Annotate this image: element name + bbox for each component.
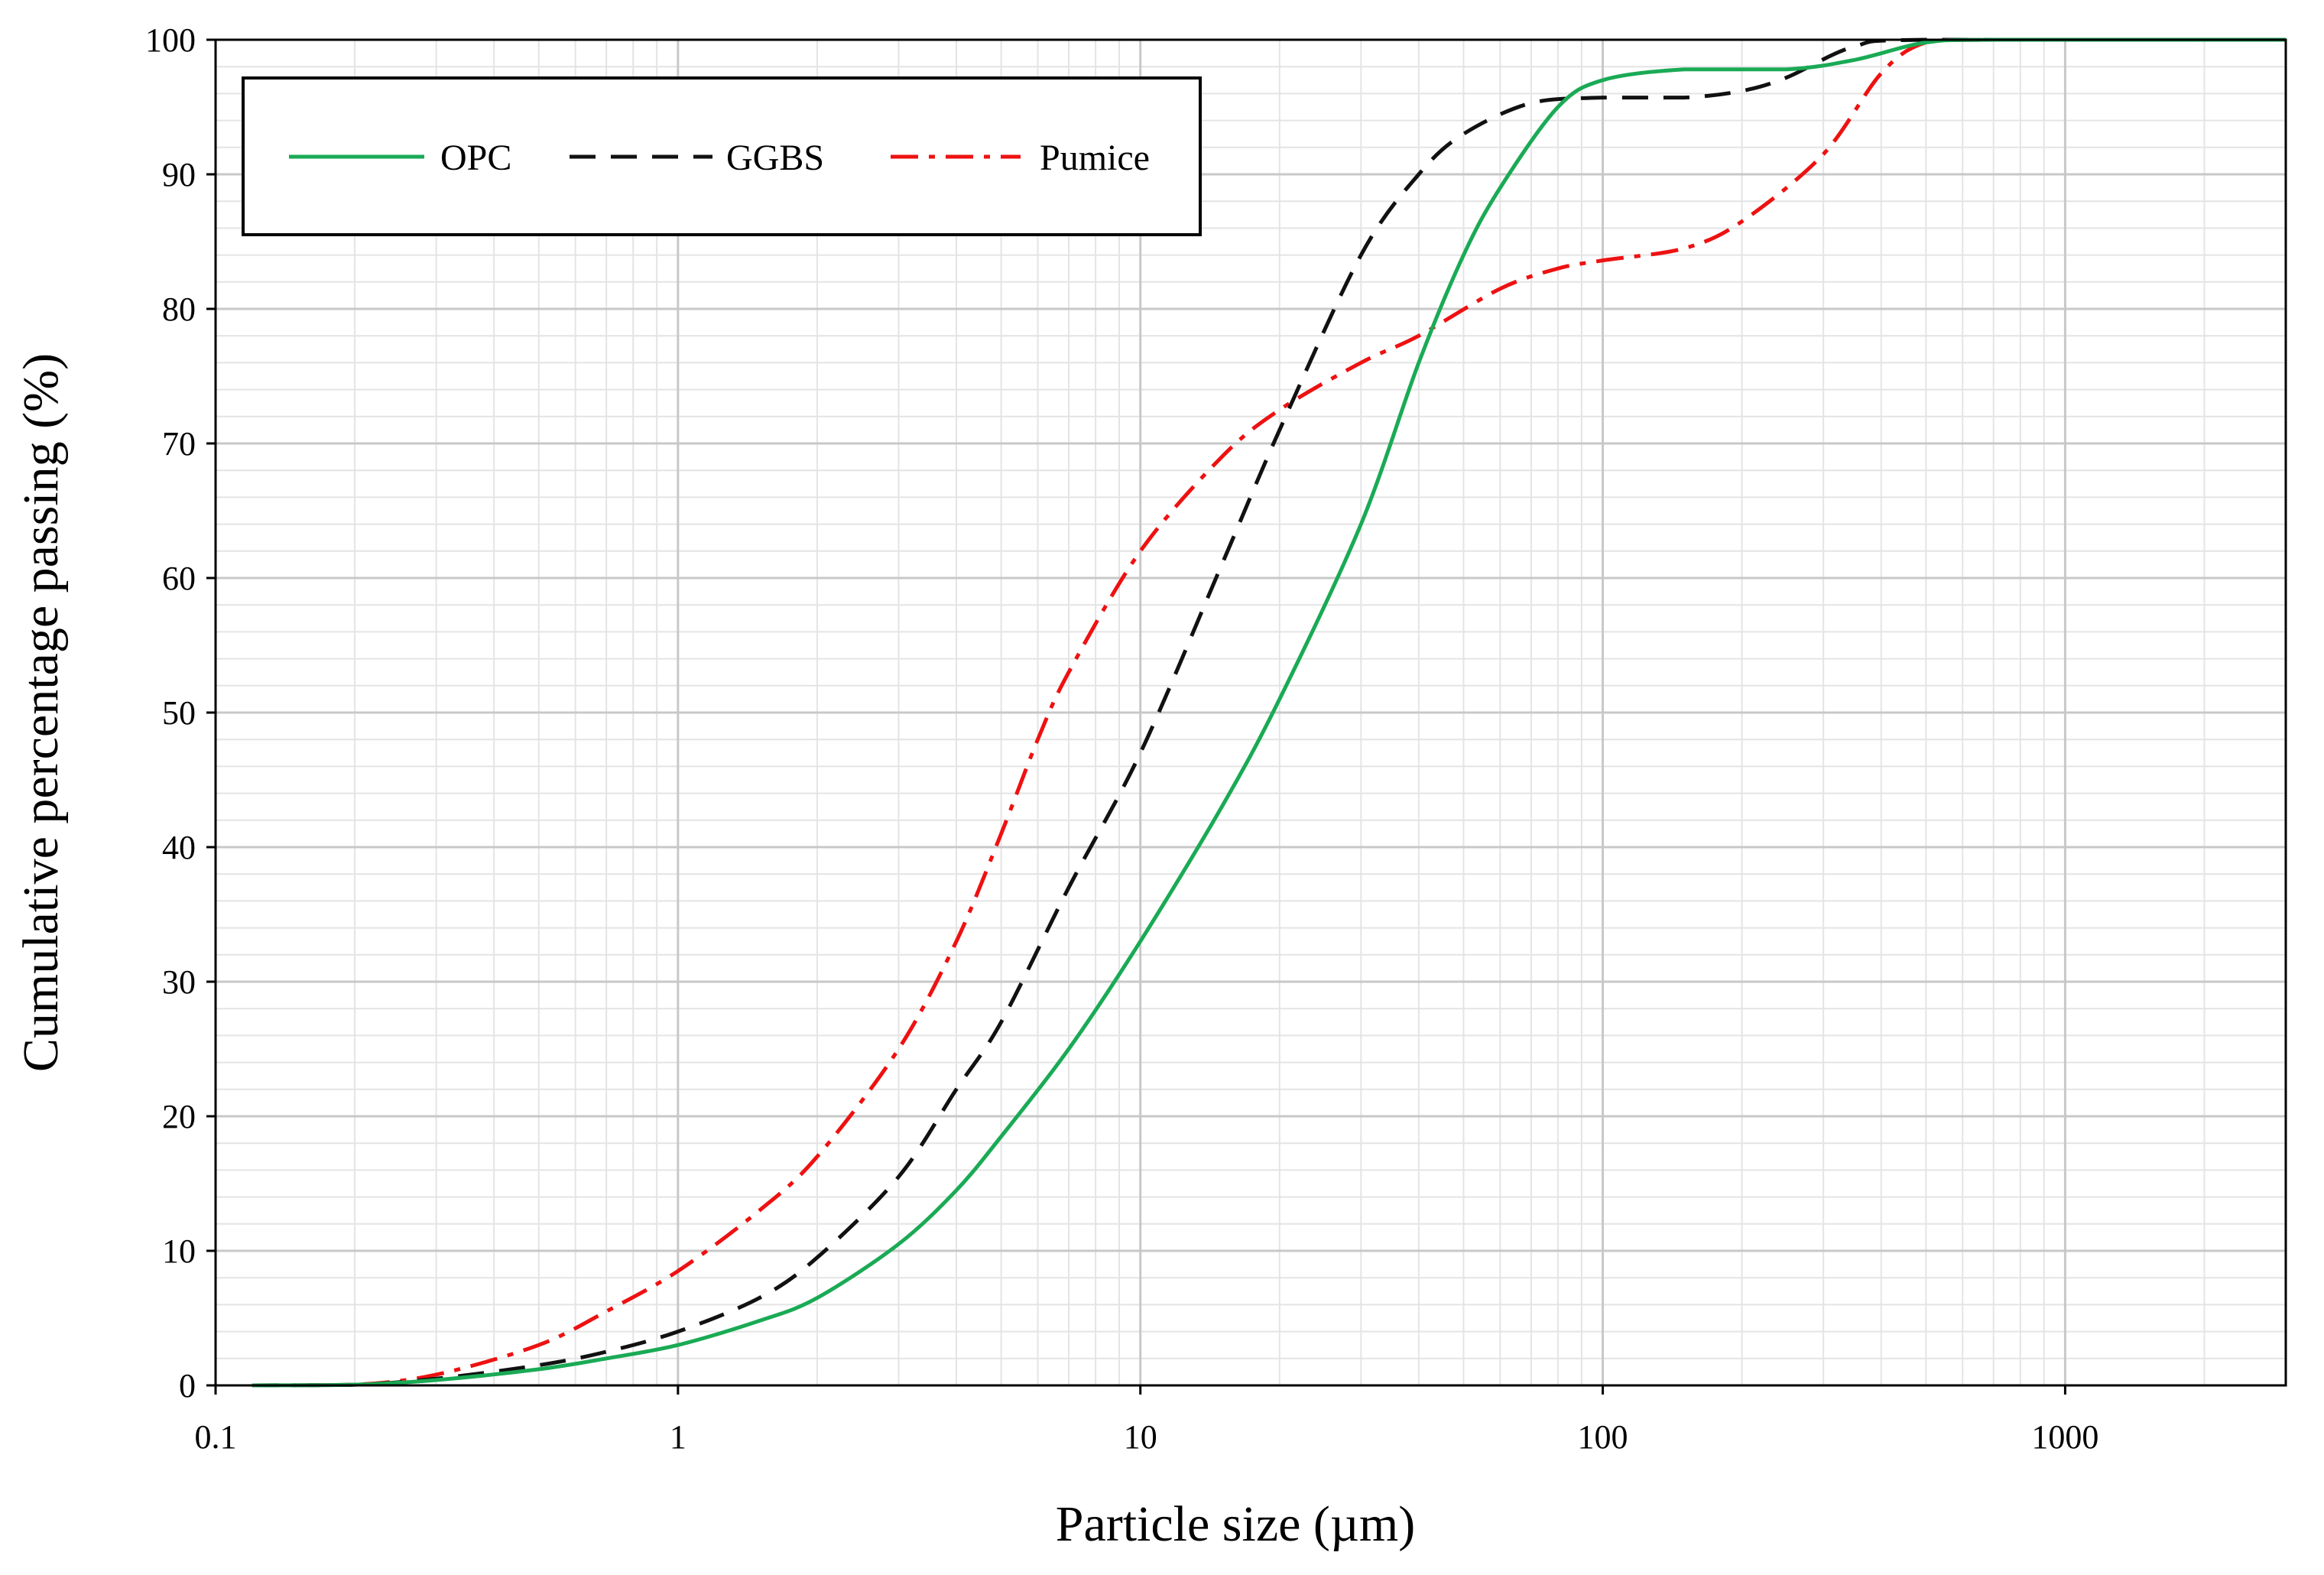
y-tick-label: 30 bbox=[162, 963, 196, 1001]
x-tick-label: 0.1 bbox=[195, 1418, 237, 1456]
y-tick-label: 70 bbox=[162, 425, 196, 463]
legend: OPC GGBS Pumice bbox=[242, 76, 1202, 236]
series-layer bbox=[252, 37, 2286, 1388]
x-tick-label: 10 bbox=[1124, 1418, 1157, 1456]
legend-label-opc: OPC bbox=[440, 138, 511, 178]
y-tick-label: 60 bbox=[162, 560, 196, 597]
y-tick-label: 80 bbox=[162, 291, 196, 328]
series-line-pumice bbox=[252, 37, 2286, 1388]
y-axis-ticks: 0 10 20 30 40 50 60 70 80 90 100 bbox=[145, 21, 216, 1405]
x-tick-label: 1 bbox=[670, 1418, 686, 1456]
legend-label-pumice: Pumice bbox=[1040, 138, 1150, 178]
x-axis-ticks: 0.1 1 10 100 1000 bbox=[195, 1385, 2098, 1456]
legend-label-ggbs: GGBS bbox=[726, 138, 824, 178]
series-line-opc bbox=[252, 37, 2286, 1388]
y-tick-label: 40 bbox=[162, 829, 196, 866]
x-tick-label: 1000 bbox=[2031, 1418, 2098, 1456]
y-axis-title: Cumulative percentage passing (%) bbox=[13, 353, 69, 1072]
y-tick-label: 100 bbox=[145, 21, 196, 59]
y-tick-label: 90 bbox=[162, 156, 196, 193]
y-tick-label: 0 bbox=[179, 1367, 196, 1405]
y-tick-label: 10 bbox=[162, 1232, 196, 1270]
x-tick-label: 100 bbox=[1578, 1418, 1628, 1456]
y-tick-label: 50 bbox=[162, 694, 196, 732]
series-line-ggbs bbox=[252, 37, 2286, 1388]
x-axis-title: Particle size (µm) bbox=[1056, 1496, 1416, 1552]
y-tick-label: 20 bbox=[162, 1098, 196, 1135]
legend-items: OPC GGBS Pumice bbox=[289, 138, 1150, 178]
